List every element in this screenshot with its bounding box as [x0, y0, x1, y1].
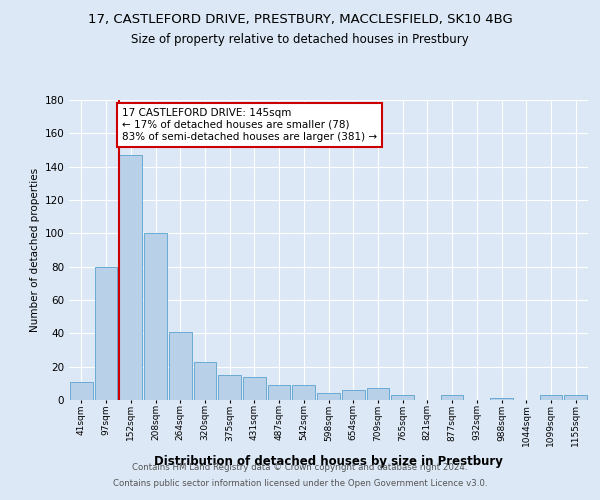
- Bar: [539, 395, 562, 400]
- Bar: [342, 390, 365, 400]
- Bar: [490, 398, 513, 400]
- Bar: [169, 332, 191, 400]
- Bar: [268, 385, 290, 400]
- Bar: [391, 395, 414, 400]
- Bar: [194, 362, 216, 400]
- X-axis label: Distribution of detached houses by size in Prestbury: Distribution of detached houses by size …: [154, 454, 503, 468]
- Text: Size of property relative to detached houses in Prestbury: Size of property relative to detached ho…: [131, 32, 469, 46]
- Bar: [70, 382, 93, 400]
- Bar: [367, 388, 389, 400]
- Bar: [243, 376, 266, 400]
- Text: Contains HM Land Registry data © Crown copyright and database right 2024.: Contains HM Land Registry data © Crown c…: [132, 464, 468, 472]
- Bar: [292, 385, 315, 400]
- Text: Contains public sector information licensed under the Open Government Licence v3: Contains public sector information licen…: [113, 478, 487, 488]
- Y-axis label: Number of detached properties: Number of detached properties: [30, 168, 40, 332]
- Bar: [119, 155, 142, 400]
- Text: 17, CASTLEFORD DRIVE, PRESTBURY, MACCLESFIELD, SK10 4BG: 17, CASTLEFORD DRIVE, PRESTBURY, MACCLES…: [88, 12, 512, 26]
- Bar: [144, 234, 167, 400]
- Bar: [218, 375, 241, 400]
- Bar: [95, 266, 118, 400]
- Bar: [441, 395, 463, 400]
- Bar: [564, 395, 587, 400]
- Text: 17 CASTLEFORD DRIVE: 145sqm
← 17% of detached houses are smaller (78)
83% of sem: 17 CASTLEFORD DRIVE: 145sqm ← 17% of det…: [122, 108, 377, 142]
- Bar: [317, 394, 340, 400]
